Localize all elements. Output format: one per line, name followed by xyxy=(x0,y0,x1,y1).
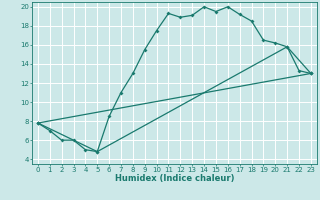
X-axis label: Humidex (Indice chaleur): Humidex (Indice chaleur) xyxy=(115,174,234,183)
